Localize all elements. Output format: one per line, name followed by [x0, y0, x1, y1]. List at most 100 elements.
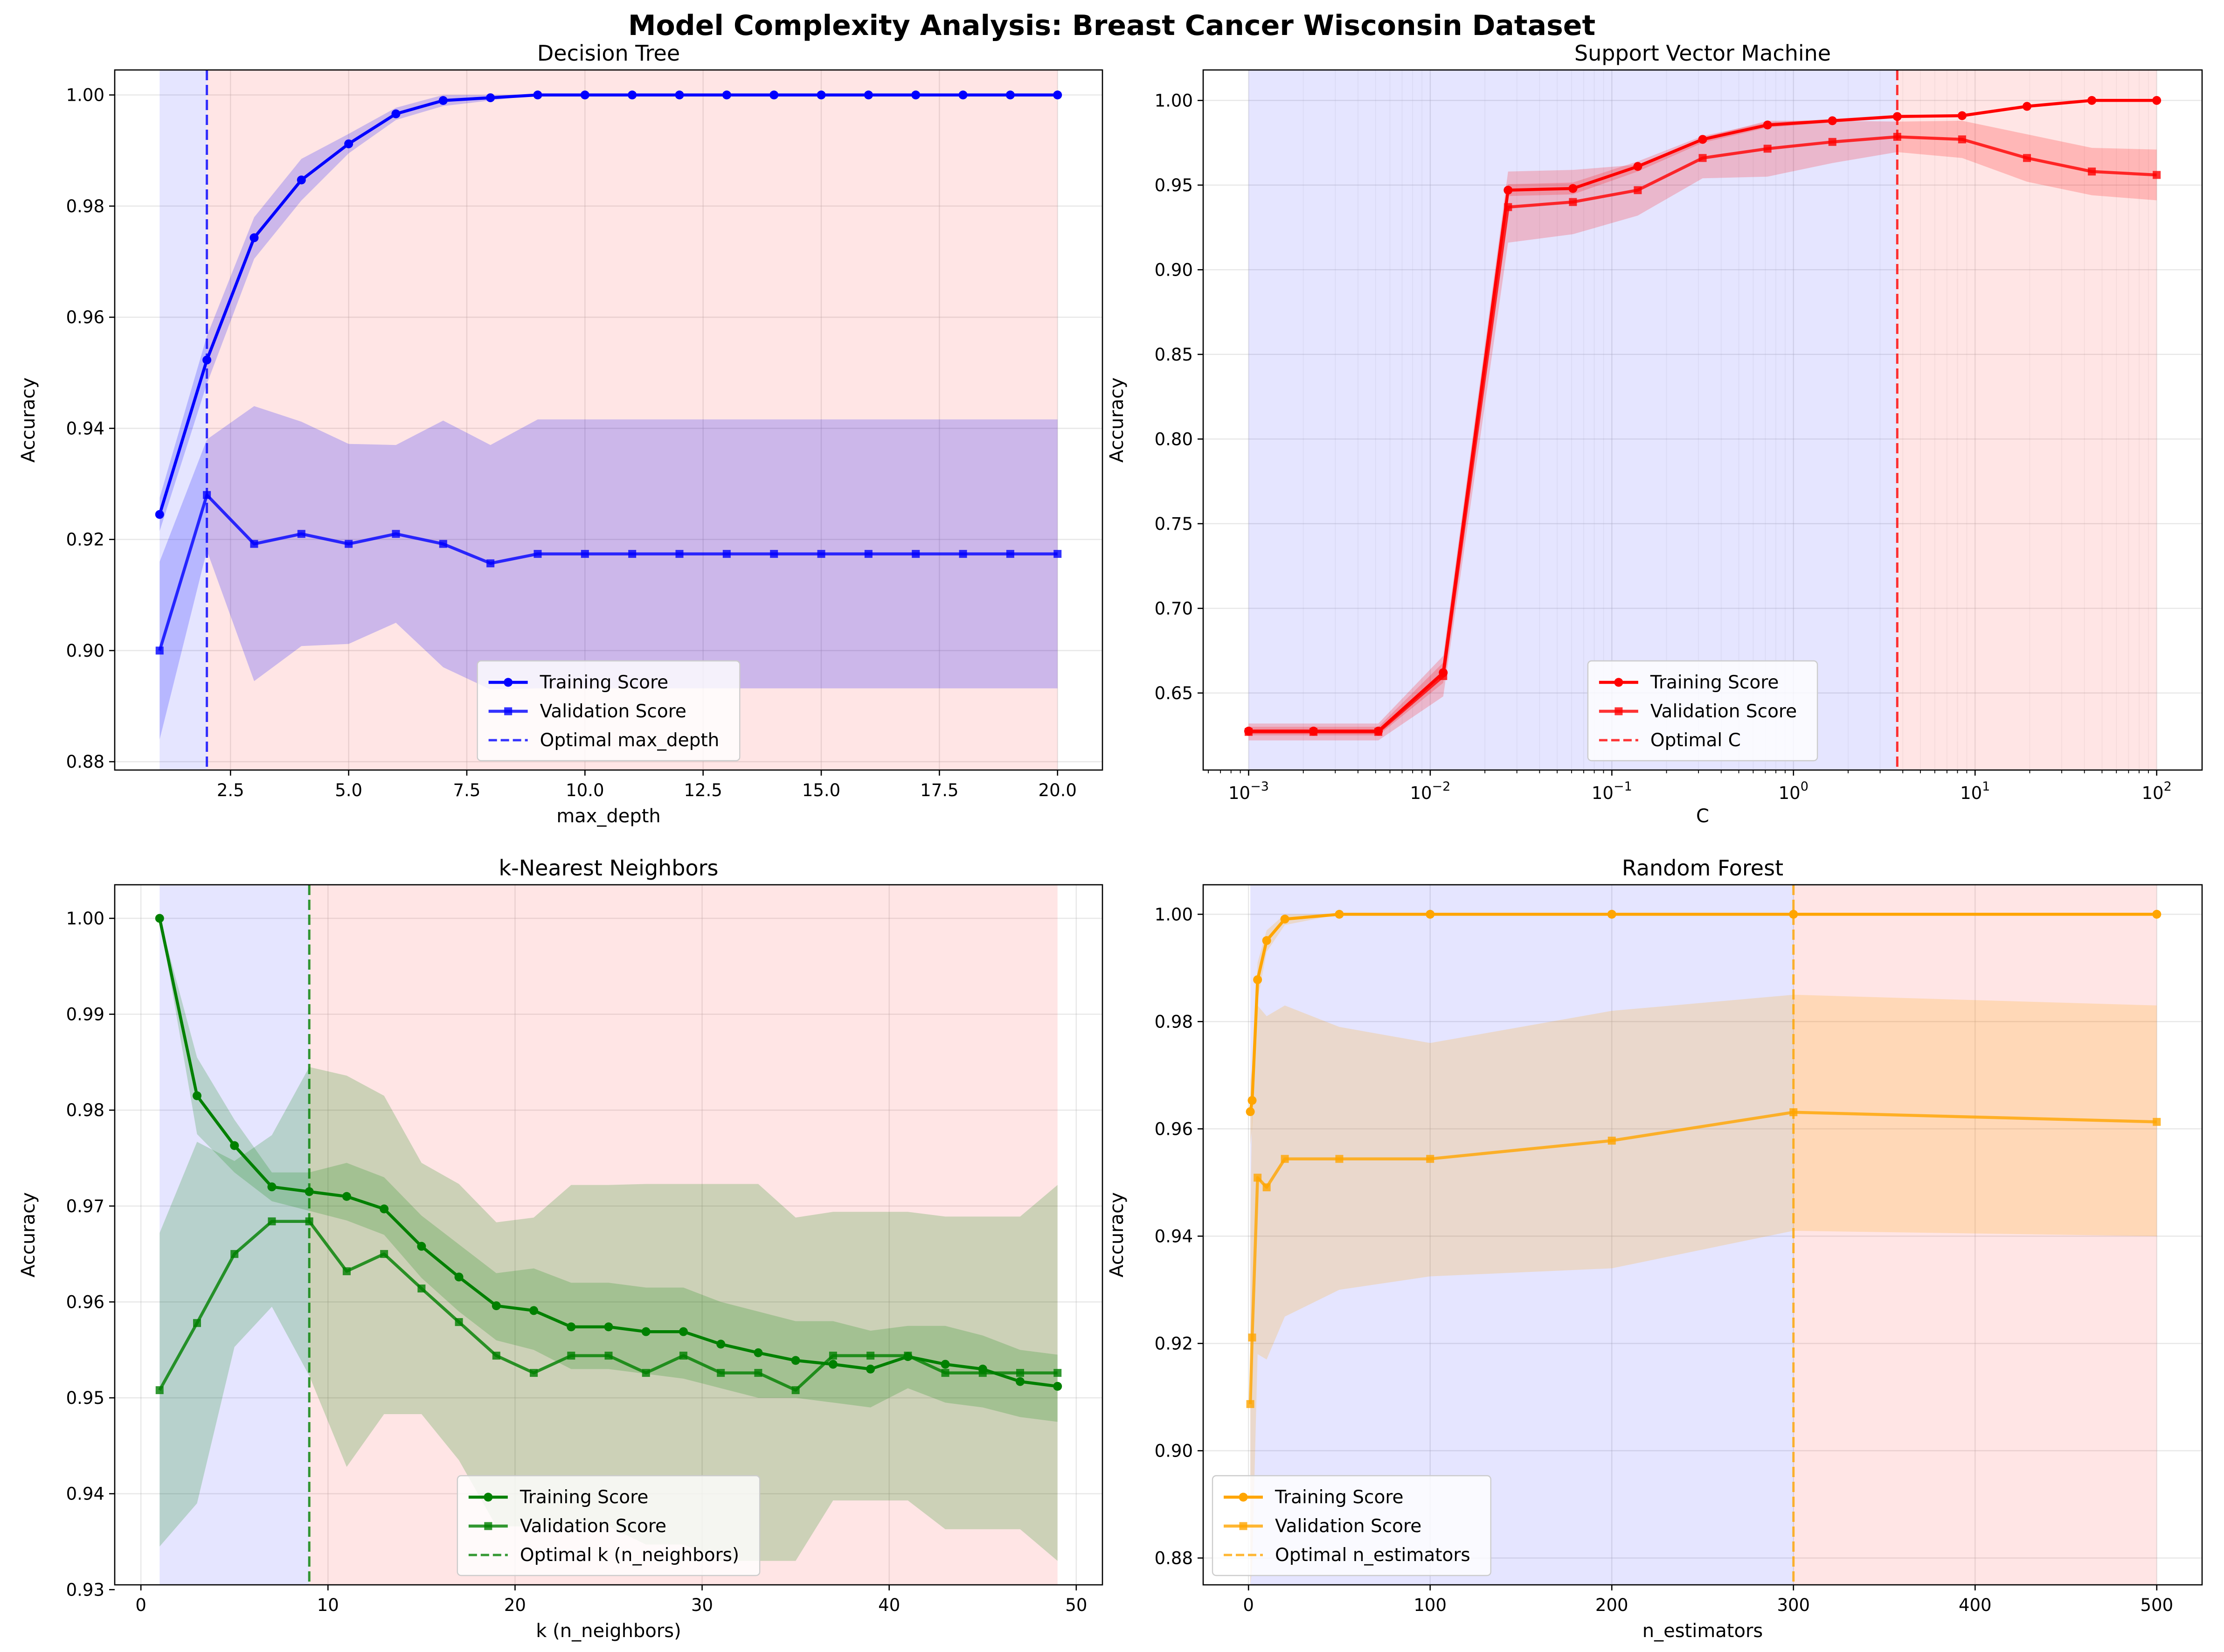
legend-item-training-score: Training Score	[488, 672, 668, 693]
data-point	[2088, 167, 2096, 176]
x-axis: 10−3 10−2 10−1 100 101 102	[1208, 770, 2172, 803]
x-tick-label: 12.5	[684, 780, 722, 800]
data-point	[679, 1327, 688, 1336]
data-point	[567, 1352, 575, 1360]
axes-frame	[1202, 884, 2203, 1586]
tick-exponent: 2	[2164, 779, 2172, 794]
data-point	[641, 1327, 651, 1336]
data-point	[267, 1182, 277, 1192]
data-point	[1958, 135, 1966, 144]
data-point	[155, 646, 164, 655]
panel-title: Random Forest	[1622, 855, 1783, 881]
data-point	[628, 90, 637, 100]
data-point	[604, 1322, 613, 1332]
x-axis-label: max_depth	[556, 805, 661, 827]
legend-item-validation-score: Validation Score	[1224, 1516, 1421, 1537]
overfit-region	[309, 885, 1058, 1585]
legend-item-validation-score: Validation Score	[468, 1516, 666, 1537]
data-point	[2152, 96, 2162, 105]
y-tick-label: 0.92	[66, 530, 104, 550]
y-tick-label: 0.94	[1155, 1226, 1193, 1246]
std-band-validation-score	[159, 406, 1058, 740]
plot-area	[115, 885, 1102, 1585]
data-point	[2153, 171, 2161, 179]
data-point	[1698, 135, 1707, 144]
tick-base: 10	[2142, 783, 2164, 803]
legend-label: Training Score	[1650, 672, 1779, 693]
legend-item-validation-score: Validation Score	[1599, 701, 1797, 722]
data-point	[770, 550, 778, 558]
y-axis-label: Accuracy	[18, 1192, 39, 1277]
data-point	[817, 90, 826, 100]
y-tick-label: 0.95	[1155, 175, 1193, 195]
series-validation-score	[1246, 1108, 2161, 1408]
data-point	[193, 1091, 201, 1100]
y-tick-label: 0.98	[1155, 1012, 1193, 1032]
data-point	[533, 90, 542, 100]
legend-label: Validation Score	[1650, 701, 1797, 722]
data-point	[492, 1301, 501, 1311]
legend-item-training-score: Training Score	[468, 1487, 648, 1508]
data-point	[2152, 909, 2162, 919]
y-axis: 0.93 0.94 0.95 0.96 0.97 0.98 0.99 1.00	[66, 909, 115, 1600]
legend-item-optimal-n-estimators: Optimal n_estimators	[1224, 1545, 1470, 1566]
y-tick-label: 1.00	[66, 909, 104, 929]
data-point	[1254, 1173, 1262, 1182]
data-point	[866, 1364, 875, 1374]
y-tick-label: 0.96	[66, 1292, 104, 1312]
data-point	[958, 90, 968, 100]
x-tick-label: 40	[878, 1595, 900, 1615]
x-tick-label: 15.0	[802, 780, 840, 800]
x-tick-label: 101	[1960, 779, 1990, 803]
y-tick-label: 0.90	[66, 641, 104, 661]
legend-label: Validation Score	[520, 1516, 666, 1537]
series-line	[158, 93, 1058, 515]
legend-label: Optimal max_depth	[540, 730, 720, 751]
y-tick-label: 0.92	[1155, 1333, 1193, 1354]
data-point	[628, 550, 637, 558]
axes-frame	[1202, 69, 2203, 771]
std-band-validation-score	[1250, 994, 2157, 1585]
axes-frame	[114, 884, 1103, 1586]
legend-box	[477, 660, 741, 762]
x-tick-label: 20	[504, 1595, 526, 1615]
data-point	[679, 1352, 687, 1360]
data-point	[155, 914, 164, 923]
x-tick-label: 7.5	[453, 780, 481, 800]
x-tick-label: 100	[1779, 779, 1808, 803]
y-tick-label: 0.98	[66, 196, 104, 216]
tick-exponent: 1	[1982, 779, 1990, 794]
data-point	[581, 550, 589, 558]
data-point	[1053, 1369, 1062, 1377]
data-point	[1335, 909, 1344, 919]
data-point	[941, 1369, 949, 1377]
data-point	[250, 540, 258, 548]
data-point	[1005, 90, 1015, 100]
y-axis: 0.88 0.90 0.92 0.94 0.96 0.98 1.00	[1155, 904, 1203, 1568]
data-point	[454, 1272, 464, 1282]
data-point	[193, 1319, 201, 1327]
y-tick-label: 0.98	[66, 1100, 104, 1120]
overfit-region	[1897, 70, 2157, 770]
data-point	[754, 1369, 762, 1377]
data-point	[791, 1356, 800, 1365]
y-tick-label: 0.88	[1155, 1548, 1193, 1568]
y-tick-label: 1.00	[1155, 904, 1193, 924]
legend: Training Score Validation Score Optimal C	[1587, 660, 1818, 762]
data-point	[717, 1369, 725, 1377]
data-point	[230, 1141, 239, 1150]
tick-base: 10	[1410, 783, 1432, 803]
y-tick-label: 0.93	[66, 1580, 104, 1600]
data-point	[1828, 116, 1837, 125]
y-tick-label: 0.70	[1155, 598, 1193, 618]
tick-base: 10	[1779, 783, 1801, 803]
data-point	[1634, 186, 1642, 194]
x-tick-label: 50	[1065, 1595, 1087, 1615]
data-point	[417, 1242, 426, 1251]
data-point	[1568, 184, 1578, 193]
data-point	[2023, 102, 2032, 111]
data-point	[1789, 909, 1798, 919]
data-point	[1569, 198, 1577, 206]
y-axis: 0.88 0.90 0.92 0.94 0.96 0.98 1.00	[66, 85, 115, 772]
data-point	[1504, 203, 1512, 211]
